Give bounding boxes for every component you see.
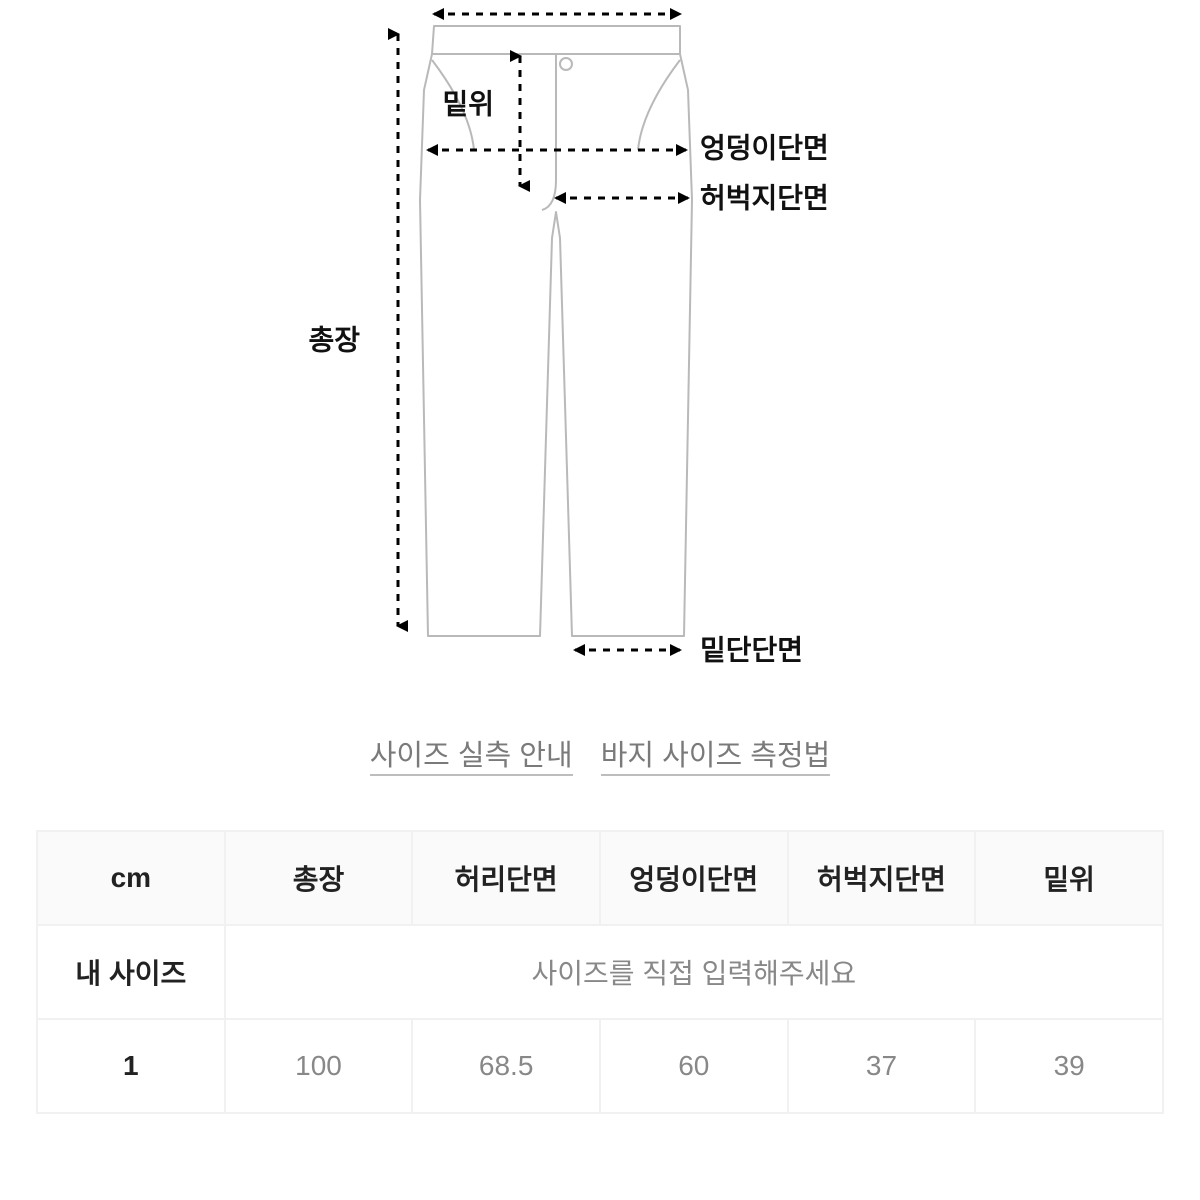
size-guide-links: 사이즈 실측 안내 바지 사이즈 측정법 [0, 732, 1200, 774]
size-hip: 60 [600, 1019, 788, 1113]
table-row: 1 100 68.5 60 37 39 [37, 1019, 1163, 1113]
link-size-guide[interactable]: 사이즈 실측 안내 [370, 740, 573, 776]
col-rise: 밑위 [975, 831, 1163, 925]
col-total: 총장 [225, 831, 413, 925]
label-thigh: 허벅지단면 [700, 182, 829, 213]
link-pants-how-to[interactable]: 바지 사이즈 측정법 [601, 740, 831, 776]
pants-measurement-diagram: 총장 밑위 엉덩이단면 허벅지단면 밑단단면 [0, 0, 1200, 720]
col-hip: 엉덩이단면 [600, 831, 788, 925]
table-header-row: cm 총장 허리단면 엉덩이단면 허벅지단면 밑위 [37, 831, 1163, 925]
label-hip: 엉덩이단면 [700, 132, 829, 163]
col-unit: cm [37, 831, 225, 925]
size-thigh: 37 [788, 1019, 976, 1113]
size-rise: 39 [975, 1019, 1163, 1113]
label-hem: 밑단단면 [700, 634, 803, 665]
label-total-length: 총장 [308, 324, 360, 355]
col-waist: 허리단면 [412, 831, 600, 925]
my-size-prompt[interactable]: 사이즈를 직접 입력해주세요 [225, 925, 1163, 1019]
size-total: 100 [225, 1019, 413, 1113]
size-label: 1 [37, 1019, 225, 1113]
size-waist: 68.5 [412, 1019, 600, 1113]
col-thigh: 허벅지단면 [788, 831, 976, 925]
size-table: cm 총장 허리단면 엉덩이단면 허벅지단면 밑위 내 사이즈 사이즈를 직접 … [36, 830, 1164, 1114]
my-size-row[interactable]: 내 사이즈 사이즈를 직접 입력해주세요 [37, 925, 1163, 1019]
my-size-label: 내 사이즈 [37, 925, 225, 1019]
label-rise: 밑위 [442, 88, 494, 119]
